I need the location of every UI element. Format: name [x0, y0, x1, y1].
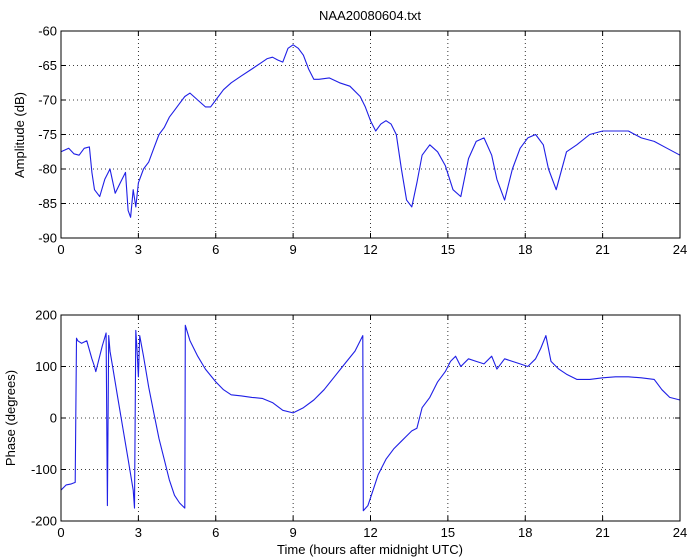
- phase-x-tick-label: 0: [57, 525, 64, 540]
- amplitude-plot-area: 0 3 6 9 12 15 18 21 24 -90 -85 -80 -75 -70 -65 -60: [38, 24, 687, 258]
- phase-x-tick-label: 12: [363, 525, 377, 540]
- amplitude-y-tick-label: -75: [38, 127, 57, 142]
- amplitude-panel: NAA20080604.txt 0 3 6 9 12 15 18 21 24 -90 -85 -80 -…: [12, 8, 687, 257]
- phase-y-label: Phase (degrees): [3, 370, 18, 466]
- phase-y-tick-label: -100: [31, 462, 57, 477]
- phase-y-tick-label: 0: [50, 411, 57, 426]
- amplitude-y-tick-label: -65: [38, 58, 57, 73]
- amplitude-x-tick-label: 0: [57, 242, 64, 257]
- phase-y-tick-label: -200: [31, 514, 57, 529]
- phase-x-tick-label: 21: [595, 525, 609, 540]
- phase-x-tick-label: 3: [135, 525, 142, 540]
- amplitude-y-tick-label: -80: [38, 162, 57, 177]
- amplitude-y-label: Amplitude (dB): [12, 92, 27, 178]
- amplitude-y-tick-label: -70: [38, 93, 57, 108]
- phase-x-tick-label: 18: [518, 525, 532, 540]
- amplitude-x-tick-label: 12: [363, 242, 377, 257]
- phase-x-tick-label: 15: [441, 525, 455, 540]
- phase-x-tick-label: 9: [290, 525, 297, 540]
- phase-y-tick-label: 200: [35, 308, 57, 323]
- phase-y-tick-label: 100: [35, 359, 57, 374]
- amplitude-x-tick-label: 24: [673, 242, 687, 257]
- amplitude-x-tick-label: 15: [441, 242, 455, 257]
- amplitude-x-tick-label: 9: [290, 242, 297, 257]
- amplitude-x-tick-label: 18: [518, 242, 532, 257]
- amplitude-y-tick-label: -85: [38, 196, 57, 211]
- phase-panel: 0 3 6 9 12 15 18 21 24 -200 -100 0 100 200 Phase (deg…: [3, 308, 687, 558]
- amplitude-y-tick-label: -60: [38, 24, 57, 39]
- chart-title: NAA20080604.txt: [319, 8, 421, 23]
- phase-plot-area: 0 3 6 9 12 15 18 21 24 -200 -100 0 100 200: [31, 308, 687, 541]
- phase-series-line: [60, 324, 681, 512]
- phase-x-tick-label: 24: [673, 525, 687, 540]
- phase-x-tick-label: 6: [212, 525, 219, 540]
- amplitude-y-tick-label: -90: [38, 231, 57, 246]
- amplitude-x-tick-label: 3: [135, 242, 142, 257]
- amplitude-x-tick-label: 21: [595, 242, 609, 257]
- phase-x-label: Time (hours after midnight UTC): [277, 542, 463, 557]
- amplitude-x-tick-label: 6: [212, 242, 219, 257]
- amplitude-series-line: [60, 44, 681, 218]
